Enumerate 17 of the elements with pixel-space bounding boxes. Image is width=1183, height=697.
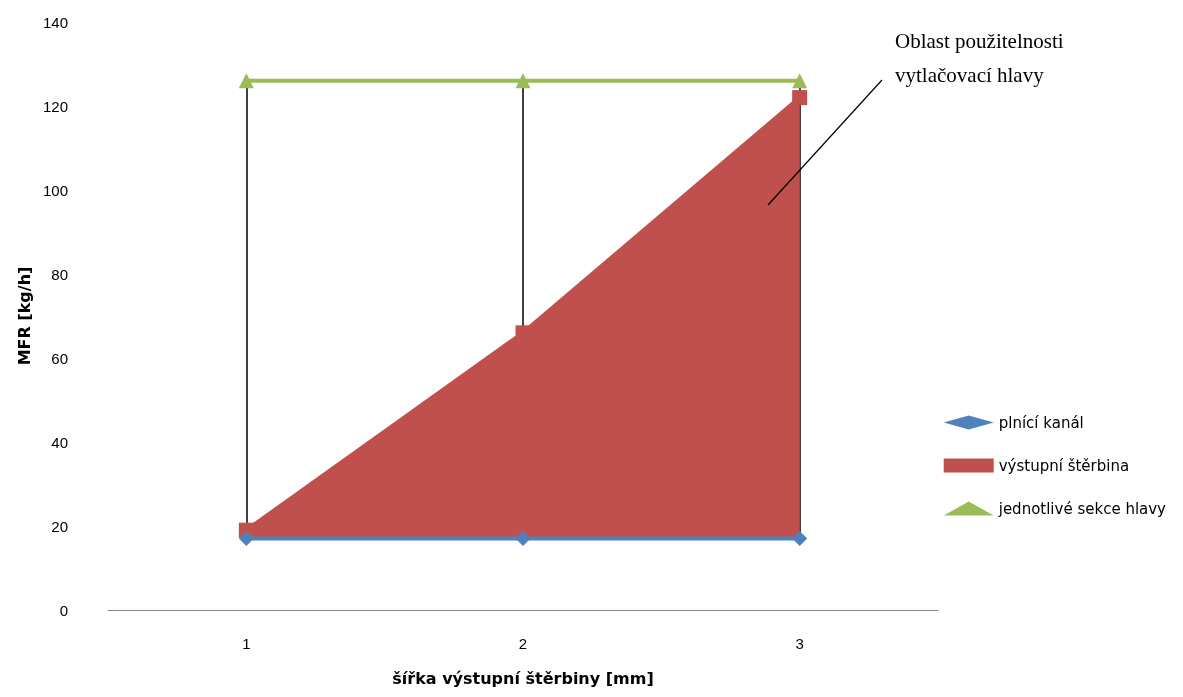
y-tick-label: 100 [42,181,68,199]
y-tick-label: 0 [59,601,68,619]
annotation: Oblast použitelnosti vytlačovací hlavy [895,28,1065,89]
y-tick-label: 140 [42,13,68,31]
y-axis-title: MFR [kg/h] [14,266,34,366]
y-tick-label: 40 [51,433,68,451]
x-tick-label: 2 [518,635,528,652]
x-tick-label: 1 [242,635,251,652]
legend-label: jednotlivé sekce hlavy [997,499,1167,518]
legend-label: plnící kanál [998,413,1084,432]
y-tick-label: 80 [51,265,68,283]
y-tick-label: 20 [51,517,68,535]
x-axis-title: šířka výstupní štěrbiny [mm] [392,668,654,688]
y-tick-label: 60 [51,349,68,367]
y-tick-label: 120 [42,97,68,115]
x-tick-label: 3 [795,635,804,652]
legend-label: výstupní štěrbina [998,456,1130,475]
